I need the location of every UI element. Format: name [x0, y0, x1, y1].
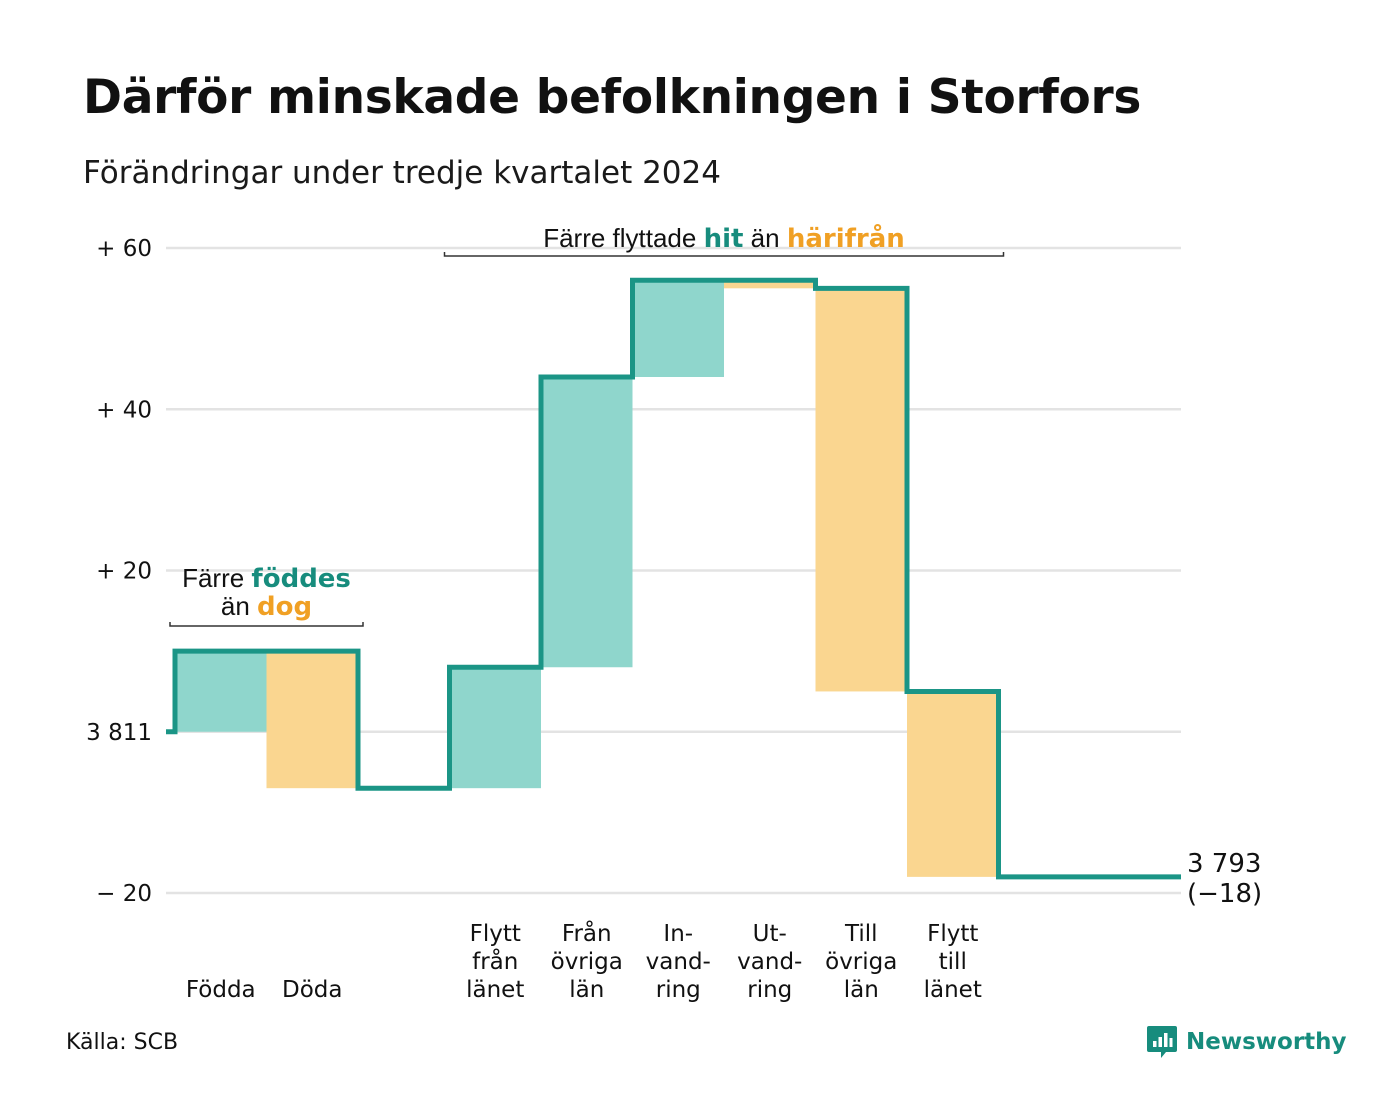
category-label: län: [844, 977, 879, 1003]
bars: [175, 280, 999, 877]
chart-subtitle: Förändringar under tredje kvartalet 2024: [83, 155, 721, 191]
category-label: Från: [562, 919, 612, 947]
category-label: ring: [656, 977, 701, 1003]
bar-inflow: [632, 280, 724, 377]
bar-inflow: [175, 651, 267, 732]
y-tick-label: 3 811: [86, 720, 152, 746]
annotation-bracket: [443, 252, 1005, 257]
bar-inflow: [449, 667, 541, 789]
annotation-part: dog: [257, 592, 312, 622]
y-tick-label: − 20: [96, 881, 152, 907]
annotation-bracket: [169, 622, 364, 627]
category-label: till: [939, 949, 967, 975]
annotation-part: än: [221, 591, 257, 621]
bar-outflow: [907, 691, 999, 877]
category-label: länet: [466, 977, 524, 1003]
annotation-text: Färre föddes: [182, 563, 351, 594]
category-label: vand-: [646, 949, 711, 975]
category-label: vand-: [737, 949, 802, 975]
y-axis-ticks: + 60 + 40 + 20 3 811 − 20: [86, 236, 152, 907]
category-label: Till: [844, 921, 878, 947]
bar-outflow: [724, 280, 816, 289]
category-label: Flytt: [927, 921, 978, 947]
bar-outflow: [815, 288, 907, 692]
end-change: (−18): [1187, 879, 1262, 909]
waterfall-chart: + 60+ 40+ 203 811− 20 Födda DödaFlyttfrån…: [86, 222, 1262, 1003]
brand-logo: Newsworthy: [1146, 1024, 1347, 1060]
newsworthy-logo-icon: [1147, 1026, 1177, 1058]
running-total-line-path: [166, 277, 1181, 880]
category-label: län: [569, 977, 604, 1003]
category-label: Flytt: [470, 921, 521, 947]
annotation-part: härifrån: [787, 222, 905, 254]
annotation-text: än dog: [221, 591, 312, 622]
category-label: Födda: [186, 977, 256, 1003]
annotation-part: Färre: [182, 563, 251, 593]
category-label: övriga: [825, 949, 897, 975]
end-value-label: 3 793(−18): [1187, 849, 1262, 909]
annotation-text: Färre flyttade hit än härifrån: [543, 222, 905, 254]
annotation-part: hit: [704, 224, 744, 254]
category-label: ring: [747, 977, 792, 1003]
annotation-part: Färre flyttade: [543, 223, 703, 253]
y-tick-label: + 60: [96, 236, 152, 262]
category-label: från: [472, 947, 518, 975]
running-total-line: [166, 277, 1181, 880]
category-label: övriga: [551, 949, 623, 975]
bar-outflow: [266, 651, 358, 789]
category-label: Ut-: [753, 921, 787, 947]
x-axis-categories: Födda DödaFlyttfrånlänetFrånövrigalänIn-v…: [186, 919, 982, 1003]
end-value: 3 793: [1187, 849, 1261, 879]
y-tick-label: + 40: [96, 397, 152, 423]
source-note: Källa: SCB: [66, 1030, 179, 1055]
category-label: länet: [924, 977, 982, 1003]
y-tick-label: + 20: [96, 559, 152, 585]
chart-title: Därför minskade befolkningen i Storfors: [83, 70, 1142, 125]
brand-name: Newsworthy: [1186, 1029, 1347, 1055]
bar-inflow: [541, 377, 633, 668]
category-label: In-: [663, 921, 693, 947]
annotation-part: föddes: [251, 564, 351, 594]
annotation-part: än: [743, 223, 786, 253]
category-label: Döda: [282, 977, 342, 1003]
